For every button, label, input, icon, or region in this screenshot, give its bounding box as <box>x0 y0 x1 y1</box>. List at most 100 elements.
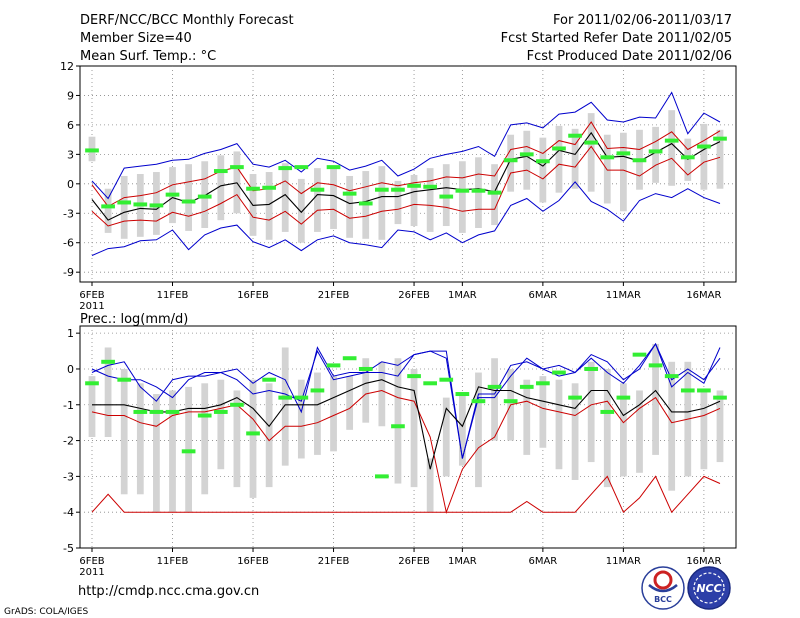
observed-marker <box>262 377 276 382</box>
ensemble-box <box>88 376 96 437</box>
observed-marker <box>391 187 405 192</box>
x-tick-label: 6FEB <box>79 290 104 301</box>
series-p25 <box>91 145 721 227</box>
ensemble-box <box>620 383 627 477</box>
x-tick-label: 21FEB <box>318 290 350 301</box>
y-tick-label: 12 <box>60 60 74 73</box>
observed-marker <box>85 148 99 153</box>
ensemble-box <box>410 368 418 488</box>
y-tick-label: 3 <box>67 148 74 161</box>
ensemble-box <box>652 343 659 455</box>
ensemble-box <box>169 390 176 513</box>
observed-marker <box>455 392 470 397</box>
observed-marker <box>648 363 663 368</box>
ensemble-box <box>217 379 225 470</box>
ensemble-box <box>491 358 498 441</box>
ensemble-box <box>475 372 482 488</box>
observed-marker <box>584 366 599 371</box>
observed-marker <box>165 409 180 414</box>
ensemble-box <box>378 361 386 427</box>
y-tick-label: -4 <box>63 506 74 519</box>
y-tick-label: -3 <box>63 207 74 220</box>
observed-marker <box>262 185 276 190</box>
forecast-period-label: For 2011/02/06-2011/03/17 <box>553 13 732 28</box>
x-tick-label: 16MAR <box>686 290 721 301</box>
plot-frame <box>79 65 737 283</box>
grads-credit: GrADS: COLA/IGES <box>4 607 88 617</box>
x-tick-label: 11FEB <box>157 556 189 567</box>
ensemble-box <box>265 383 273 488</box>
ensemble-box <box>668 361 676 491</box>
ensemble-box <box>636 390 643 473</box>
observed-marker <box>101 204 115 209</box>
y-tick-label: -1 <box>63 399 74 412</box>
x-tick-label: 1MAR <box>448 556 477 567</box>
observed-marker <box>230 402 244 407</box>
observed-marker <box>664 374 679 379</box>
observed-marker <box>310 187 325 192</box>
observed-marker <box>632 352 647 357</box>
y-tick-label: 0 <box>67 178 74 191</box>
observed-marker <box>423 381 437 386</box>
x-tick-label: 16FEB <box>237 556 269 567</box>
observed-marker <box>85 381 99 386</box>
ensemble-box <box>297 379 305 459</box>
observed-marker <box>246 431 260 436</box>
observed-marker <box>149 203 164 208</box>
observed-marker <box>342 356 357 361</box>
ensemble-box <box>120 175 128 239</box>
observed-marker <box>213 409 228 414</box>
observed-marker <box>133 202 148 207</box>
ensemble-box <box>185 164 192 231</box>
observed-marker <box>648 149 663 154</box>
observed-marker <box>471 188 486 193</box>
ensemble-box <box>458 394 466 466</box>
y-tick-label: -9 <box>63 266 74 279</box>
x-year-label: 2011 <box>79 301 104 312</box>
ensemble-box <box>555 125 563 193</box>
y-tick-label: -6 <box>63 237 74 250</box>
y-tick-label: 6 <box>67 119 74 132</box>
observed-marker <box>342 191 357 196</box>
x-tick-label: 26FEB <box>398 556 430 567</box>
observed-marker <box>165 192 180 197</box>
x-year-label: 2011 <box>79 567 104 578</box>
observed-marker <box>471 399 486 404</box>
x-tick-label: 26FEB <box>398 290 430 301</box>
ensemble-box <box>346 175 354 238</box>
observed-marker <box>519 152 534 157</box>
observed-marker <box>680 388 695 393</box>
ensemble-box <box>362 358 370 423</box>
observed-marker <box>519 384 534 389</box>
observed-marker <box>117 377 132 382</box>
observed-marker <box>197 194 212 199</box>
ensemble-box <box>539 137 547 203</box>
ensemble-box <box>587 113 595 192</box>
x-tick-label: 1MAR <box>448 290 477 301</box>
ensemble-box <box>555 379 563 470</box>
observed-marker <box>632 158 647 163</box>
observed-marker <box>181 199 196 204</box>
ensemble-box <box>523 130 531 190</box>
observed-marker <box>552 370 566 375</box>
observed-marker <box>713 395 727 400</box>
observed-marker <box>487 190 502 195</box>
x-tick-label: 6MAR <box>528 556 557 567</box>
ensemble-box <box>426 458 434 513</box>
y-tick-label: -3 <box>63 470 74 483</box>
ensemble-box <box>314 372 321 455</box>
series-p75 <box>91 121 721 208</box>
ensemble-box <box>700 390 708 470</box>
observed-marker <box>423 184 437 189</box>
observed-marker <box>487 384 502 389</box>
ensemble-box <box>136 383 144 495</box>
ensemble-box <box>571 383 579 480</box>
observed-marker <box>697 144 711 149</box>
observed-marker <box>310 388 325 393</box>
ensemble-box <box>120 368 128 495</box>
observed-marker <box>375 187 389 192</box>
observed-marker <box>358 201 373 206</box>
observed-marker <box>213 169 228 174</box>
